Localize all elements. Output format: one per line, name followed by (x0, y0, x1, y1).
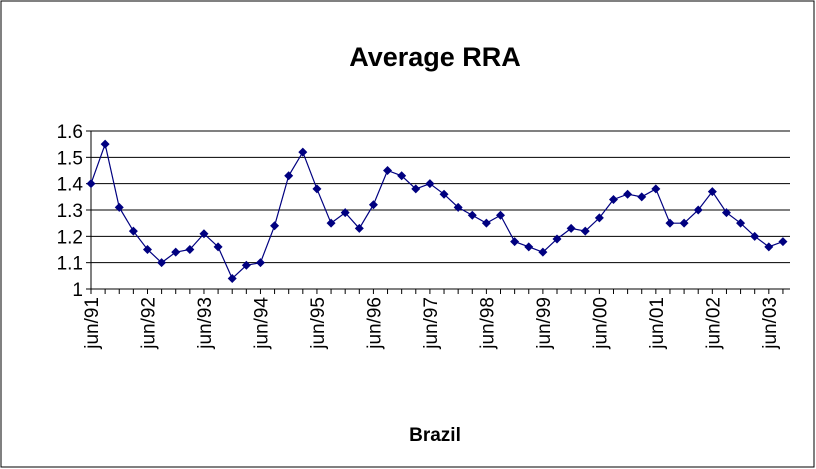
data-point (721, 208, 731, 218)
data-point (778, 237, 788, 247)
data-point (157, 258, 167, 268)
data-point (354, 223, 364, 233)
data-point (227, 273, 237, 283)
y-tick-label: 1 (72, 280, 83, 301)
x-tick-label: jun/01 (647, 297, 668, 350)
data-point (128, 226, 138, 236)
data-point (368, 200, 378, 210)
data-point (707, 187, 717, 197)
data-point (453, 202, 463, 212)
data-point (298, 147, 308, 157)
data-point (623, 189, 633, 199)
data-point (171, 247, 181, 257)
x-tick-label: jun/97 (421, 297, 442, 350)
data-point (100, 139, 110, 149)
data-point (255, 258, 265, 268)
y-tick-label: 1.1 (57, 254, 83, 275)
data-point (693, 205, 703, 215)
data-point (114, 202, 124, 212)
data-point (86, 179, 96, 189)
y-tick-label: 1.2 (57, 227, 83, 248)
data-point (481, 218, 491, 228)
data-point (750, 231, 760, 241)
data-point (199, 229, 209, 239)
x-tick-label: jun/95 (308, 297, 329, 350)
y-tick-label: 1.3 (57, 201, 83, 222)
y-tick-label: 1.4 (57, 175, 84, 196)
y-tick-label: 1.6 (57, 122, 83, 143)
data-point (552, 234, 562, 244)
data-point (496, 210, 506, 220)
x-tick-label: jun/91 (82, 297, 103, 350)
x-tick-label: jun/00 (590, 297, 611, 350)
series-line (90, 142, 784, 280)
data-point (284, 171, 294, 181)
data-point (312, 184, 322, 194)
data-point (608, 194, 618, 204)
data-point (524, 242, 534, 252)
data-point (142, 245, 152, 254)
x-tick-label: jun/96 (364, 297, 385, 350)
x-tick-label: jun/93 (195, 297, 216, 350)
data-point (580, 226, 590, 236)
x-tick-label: jun/98 (477, 297, 498, 350)
y-tick-label: 1.5 (57, 148, 83, 169)
data-point (439, 189, 449, 199)
x-tick-label: jun/99 (534, 297, 555, 350)
data-point (665, 218, 675, 228)
x-tick-label: jun/02 (703, 297, 724, 350)
data-point (637, 192, 647, 202)
data-point (679, 218, 689, 228)
data-point (566, 223, 576, 233)
data-point (651, 184, 661, 194)
data-point (425, 179, 435, 189)
data-point (326, 218, 336, 228)
x-tick-label: jun/94 (251, 297, 272, 350)
x-axis-label: Brazil (409, 425, 461, 446)
data-point (383, 166, 393, 175)
data-point (467, 210, 477, 220)
data-point (241, 260, 251, 270)
data-point (764, 242, 774, 252)
x-tick-label: jun/92 (138, 297, 159, 350)
data-point (185, 245, 195, 254)
data-point (538, 247, 548, 257)
data-point (411, 184, 421, 194)
data-point (510, 237, 520, 247)
data-point (213, 242, 223, 252)
x-tick-label: jun/03 (760, 297, 781, 350)
chart-title: Average RRA (349, 42, 521, 72)
data-point (340, 208, 350, 218)
data-point (594, 213, 604, 223)
data-point (397, 171, 407, 181)
data-point (270, 221, 280, 231)
data-point (736, 218, 746, 228)
